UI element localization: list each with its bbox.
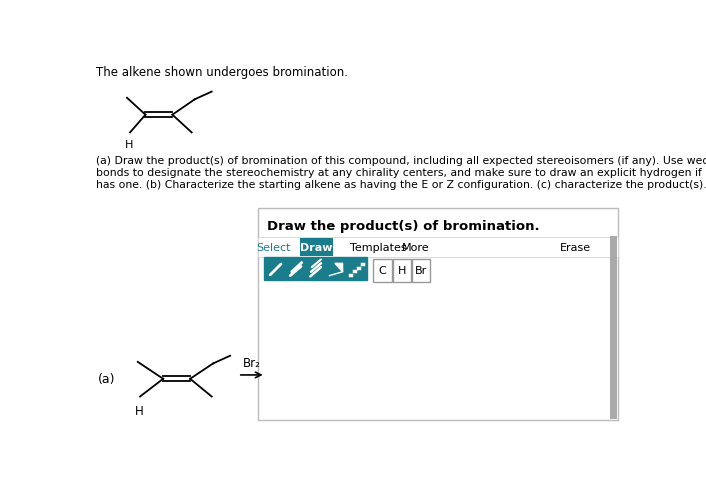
FancyBboxPatch shape — [264, 258, 367, 281]
Text: C: C — [378, 266, 386, 276]
FancyBboxPatch shape — [373, 259, 392, 282]
Text: The alkene shown undergoes bromination.: The alkene shown undergoes bromination. — [96, 66, 348, 79]
FancyBboxPatch shape — [258, 237, 618, 258]
Text: H: H — [397, 266, 406, 276]
Text: bonds to designate the stereochemistry at any chirality centers, and make sure t: bonds to designate the stereochemistry a… — [96, 168, 706, 178]
FancyBboxPatch shape — [412, 259, 431, 282]
Text: (a): (a) — [97, 373, 115, 386]
Text: Draw the product(s) of bromination.: Draw the product(s) of bromination. — [267, 219, 540, 232]
Text: H: H — [135, 404, 143, 417]
Text: Br₂: Br₂ — [243, 356, 261, 369]
Text: (a) Draw the product(s) of bromination of this compound, including all expected : (a) Draw the product(s) of bromination o… — [96, 156, 706, 166]
FancyBboxPatch shape — [610, 237, 618, 419]
Polygon shape — [335, 264, 342, 272]
Text: Br: Br — [415, 266, 427, 276]
Text: Select: Select — [256, 242, 291, 253]
FancyBboxPatch shape — [258, 208, 618, 420]
Text: Erase: Erase — [560, 242, 592, 253]
Text: Templates: Templates — [349, 242, 406, 253]
Text: has one. (b) Characterize the starting alkene as having the E or Z configuration: has one. (b) Characterize the starting a… — [96, 179, 706, 189]
Text: More: More — [402, 242, 429, 253]
FancyBboxPatch shape — [393, 259, 411, 282]
FancyBboxPatch shape — [300, 238, 333, 257]
Text: H: H — [125, 140, 133, 150]
Text: Draw: Draw — [300, 242, 333, 253]
